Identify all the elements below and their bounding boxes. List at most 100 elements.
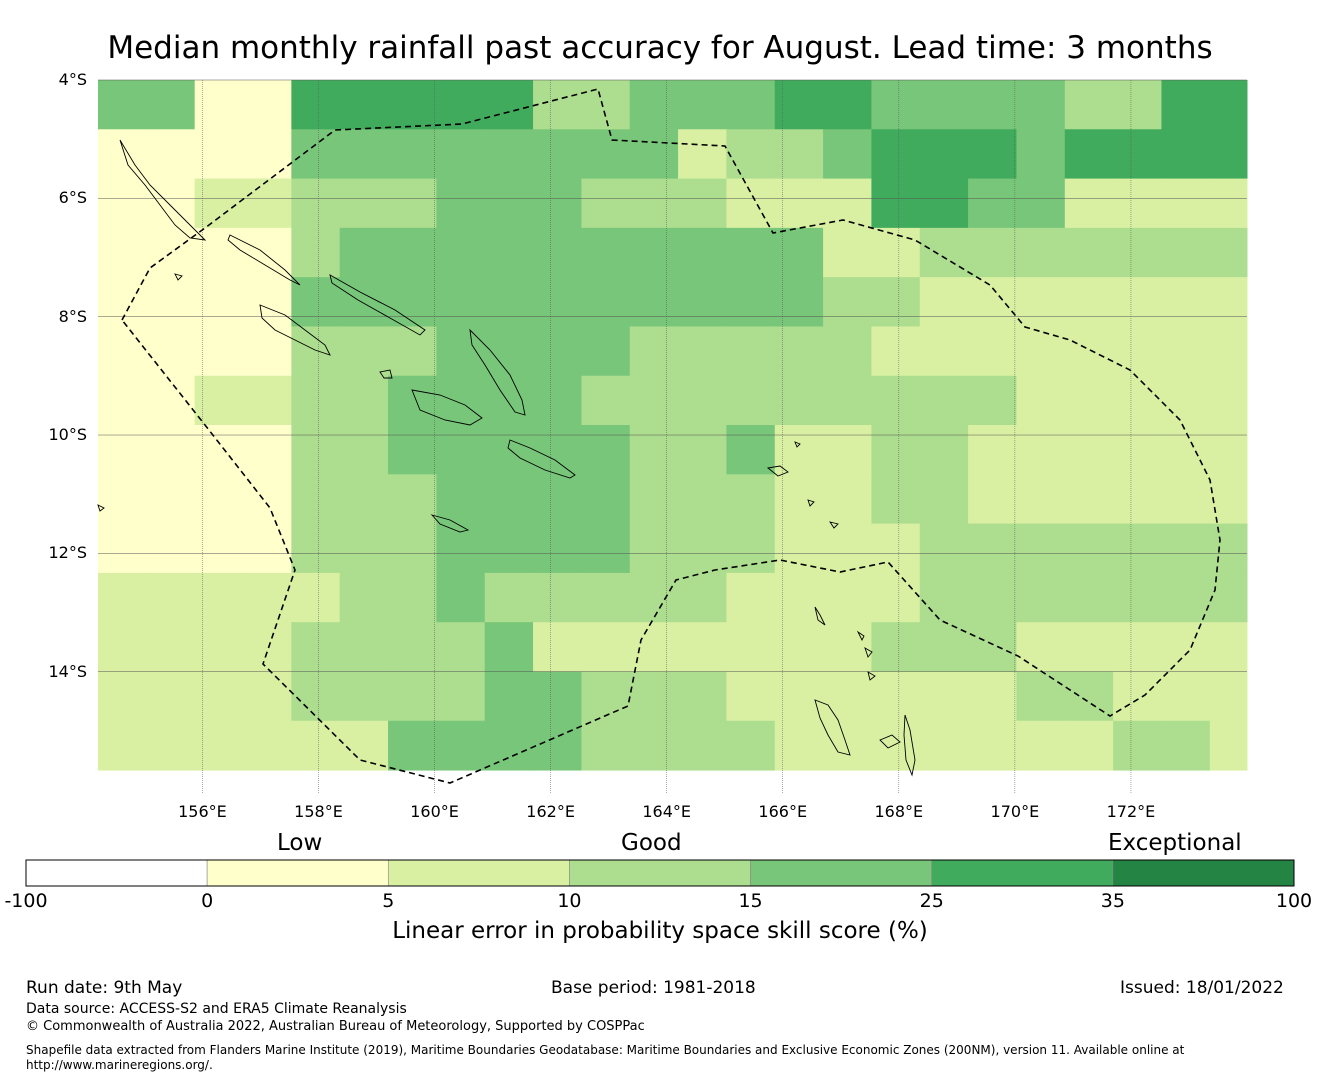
grid-cell — [436, 277, 486, 327]
grid-cell — [968, 474, 1017, 525]
grid-cell — [774, 277, 824, 327]
grid-cell — [484, 720, 534, 771]
grid-cell — [533, 671, 582, 722]
grid-cell — [194, 622, 244, 672]
grid-cell — [243, 80, 292, 130]
grid-cell — [726, 277, 776, 327]
grid-cell — [1016, 227, 1066, 278]
grid-cell — [581, 474, 631, 525]
grid-cell — [919, 227, 969, 278]
grid-cell — [243, 523, 292, 574]
grid-cell — [968, 425, 1017, 475]
grid-cell — [823, 375, 872, 426]
grid-cell — [1161, 80, 1211, 130]
grid-cell — [823, 622, 872, 672]
grid-cell — [436, 80, 486, 130]
grid-cell — [388, 671, 437, 722]
grid-cell — [291, 523, 341, 574]
longitude-tick-label: 162°E — [526, 802, 575, 821]
grid-cell — [243, 375, 292, 426]
grid-cell — [533, 474, 582, 525]
grid-cell — [968, 375, 1017, 426]
colorbar-segment — [1112, 859, 1295, 887]
colorbar-tick-label: -100 — [4, 890, 48, 912]
grid-cell — [1064, 129, 1114, 180]
grid-cell — [388, 277, 437, 327]
category-exceptional-label: Exceptional — [1108, 830, 1242, 856]
grid-cell — [1113, 227, 1162, 278]
grid-cell — [823, 474, 872, 525]
grid-cell — [581, 129, 631, 180]
longitude-tick-label: 158°E — [294, 802, 343, 821]
grid-cell — [823, 277, 872, 327]
grid-cell — [629, 523, 679, 574]
grid-cell — [871, 80, 921, 130]
grid-cell — [98, 227, 147, 278]
grid-cell — [194, 326, 244, 377]
grid-cell — [678, 178, 727, 229]
grid-cell — [774, 720, 824, 771]
colorbar-frame — [25, 859, 1295, 887]
grid-cell — [919, 129, 969, 180]
grid-cell — [484, 227, 534, 278]
grid-cell — [98, 375, 147, 426]
grid-cell — [1209, 129, 1248, 180]
grid-cell — [774, 227, 824, 278]
shapefile-url[interactable]: http://www.marineregions.org/. — [26, 1058, 213, 1072]
grid-cell — [533, 622, 582, 672]
grid-cell — [1064, 326, 1114, 377]
grid-cell — [823, 227, 872, 278]
grid-cell — [339, 326, 389, 377]
grid-cell — [98, 80, 147, 130]
grid-cell — [774, 375, 824, 426]
grid-cell — [194, 572, 244, 623]
grid-cell — [388, 178, 437, 229]
grid-cell — [1113, 523, 1162, 574]
grid-cell — [726, 80, 776, 130]
grid-cell — [243, 720, 292, 771]
grid-cell — [339, 622, 389, 672]
grid-cell — [1161, 178, 1211, 229]
grid-cell — [436, 227, 486, 278]
grid-cell — [1113, 375, 1162, 426]
grid-cell — [1064, 622, 1114, 672]
grid-cell — [1113, 80, 1162, 130]
grid-cell — [774, 178, 824, 229]
grid-cell — [1161, 129, 1211, 180]
longitude-tick-label: 172°E — [1106, 802, 1156, 821]
grid-cell — [339, 572, 389, 623]
island-rennell — [430, 514, 470, 533]
grid-cell — [484, 375, 534, 426]
issued-date: Issued: 18/01/2022 — [1120, 978, 1284, 998]
grid-cell — [98, 178, 147, 229]
grid-cell — [774, 671, 824, 722]
grid-cell — [629, 80, 679, 130]
grid-cell — [1064, 277, 1114, 327]
grid-cell — [581, 375, 631, 426]
grid-cell — [98, 572, 147, 623]
island-bougainville — [119, 139, 207, 241]
grid-cell — [533, 80, 582, 130]
grid-cell — [1016, 129, 1066, 180]
grid-cell — [533, 375, 582, 426]
grid-cell — [146, 277, 196, 327]
grid-cell — [871, 227, 921, 278]
grid-cell — [291, 129, 341, 180]
grid-cell — [823, 80, 872, 130]
grid-cell — [678, 80, 727, 130]
grid-cell — [968, 622, 1017, 672]
grid-cell — [1209, 80, 1248, 130]
grid-cell — [774, 326, 824, 377]
grid-cell — [1209, 375, 1248, 426]
grid-cell — [871, 474, 921, 525]
longitude-tick-label: 168°E — [874, 802, 924, 821]
grid-cell — [629, 572, 679, 623]
grid-cell — [871, 326, 921, 377]
grid-cell — [436, 375, 486, 426]
grid-cell — [1209, 474, 1248, 525]
grid-cell — [1016, 425, 1066, 475]
colorbar-segment — [206, 859, 389, 887]
grid-cell — [678, 375, 727, 426]
grid-cell — [968, 326, 1017, 377]
grid-cell — [436, 474, 486, 525]
